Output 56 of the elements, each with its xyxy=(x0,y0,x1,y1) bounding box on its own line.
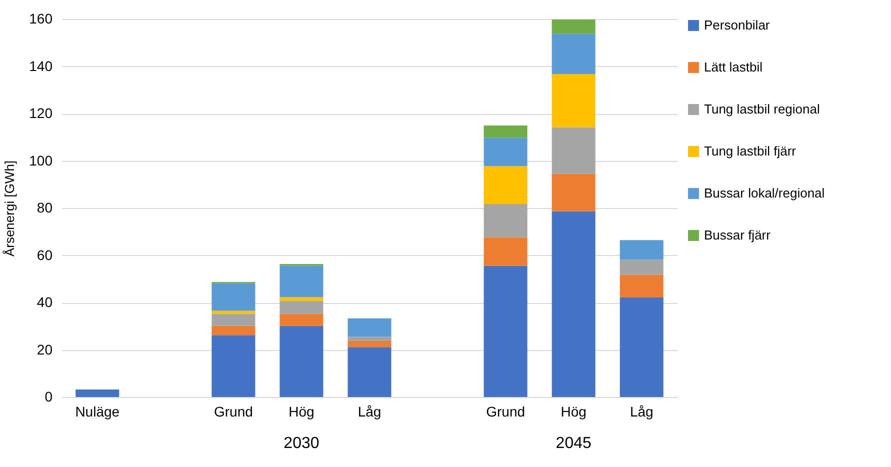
y-tick-label: 160 xyxy=(29,10,53,26)
x-tick-label: Låg xyxy=(358,404,382,420)
bar xyxy=(348,336,392,342)
bar xyxy=(348,318,392,337)
legend-label: Bussar lokal/regional xyxy=(704,186,825,200)
bar xyxy=(484,126,528,138)
bar xyxy=(280,266,324,298)
text: 2030 xyxy=(284,435,320,452)
y-tick-label: 0 xyxy=(44,388,53,404)
bar xyxy=(348,347,392,397)
bar xyxy=(212,310,256,314)
bar xyxy=(620,240,664,260)
y-tick-label: 20 xyxy=(36,341,53,358)
bar xyxy=(280,326,324,397)
legend-label: Bussar fjärr xyxy=(704,228,772,242)
bar xyxy=(552,34,596,74)
legend-label: Tung lastbil regional xyxy=(704,102,820,116)
bar xyxy=(484,166,528,204)
bar xyxy=(620,274,664,298)
bar xyxy=(212,335,256,397)
bar xyxy=(620,298,664,397)
y-tick-label: 140 xyxy=(29,58,53,74)
y-tick-label: 120 xyxy=(29,105,53,121)
x-tick-label: Nuläge xyxy=(75,404,120,420)
legend-label: Lätt lastbil xyxy=(704,60,763,74)
bar xyxy=(280,297,324,301)
legend-label: Personbilar xyxy=(704,18,770,32)
bar xyxy=(348,341,392,348)
bar xyxy=(552,19,596,34)
y-tick-label: 80 xyxy=(36,200,53,216)
x-tick-label: Hög xyxy=(288,404,314,420)
y-tick-label: 60 xyxy=(36,246,53,263)
y-axis-title: Årsenergi [GWh] xyxy=(2,160,18,257)
bar xyxy=(552,74,596,128)
x-tick-label: Låg xyxy=(630,404,654,420)
bar xyxy=(280,314,324,326)
bar xyxy=(484,266,528,397)
bar xyxy=(280,300,324,314)
bar xyxy=(212,314,256,326)
x-tick-label: Hög xyxy=(560,404,586,420)
bar xyxy=(552,211,596,397)
bar xyxy=(552,127,596,174)
bar xyxy=(76,389,120,397)
bar xyxy=(212,283,256,311)
bar xyxy=(484,204,528,238)
legend-label: Tung lastbil fjärr xyxy=(704,144,797,158)
y-tick-label: 100 xyxy=(29,152,53,168)
bar xyxy=(620,260,664,275)
bar xyxy=(484,138,528,166)
text: 2045 xyxy=(556,435,592,452)
x-tick-label: Grund xyxy=(486,404,526,420)
x-tick-label: Grund xyxy=(214,404,253,420)
y-tick-label: 40 xyxy=(36,294,53,310)
bar xyxy=(552,174,596,212)
bar xyxy=(212,326,256,336)
bar xyxy=(484,237,528,266)
